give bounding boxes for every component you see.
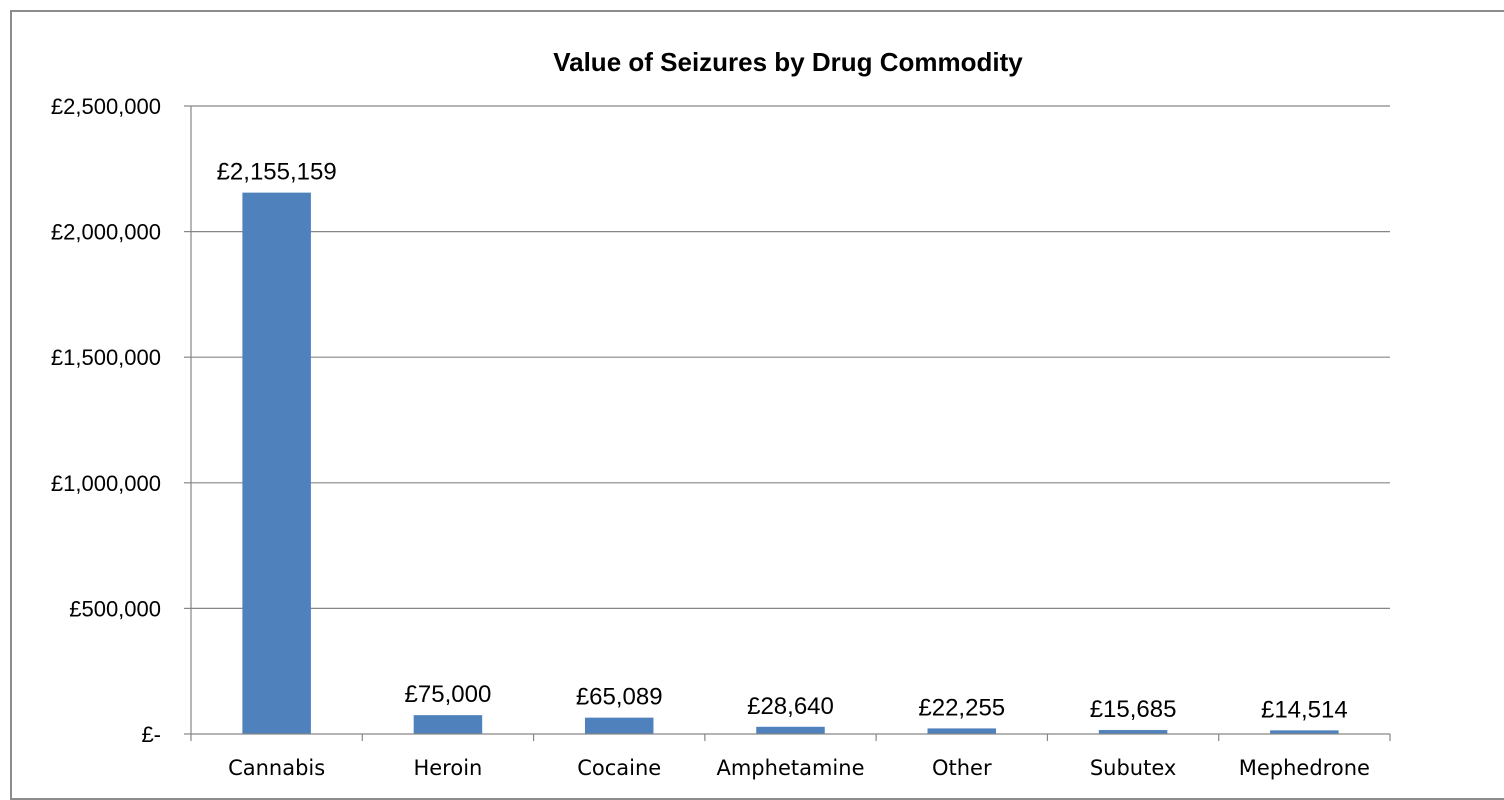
x-tick-label: Subutex (1090, 756, 1177, 780)
x-tick-label: Cannabis (228, 756, 325, 780)
bar-heroin (413, 715, 483, 734)
y-tick-label: £- (141, 722, 161, 747)
data-label: £14,514 (1261, 696, 1348, 723)
y-tick-label: £500,000 (69, 596, 161, 621)
bar-cocaine (584, 717, 654, 734)
x-tick-label: Heroin (413, 756, 482, 780)
x-tick-label: Cocaine (577, 756, 661, 780)
chart-title: Value of Seizures by Drug Commodity (553, 47, 1023, 77)
data-label: £15,685 (1090, 696, 1177, 723)
x-tick-label: Mephedrone (1239, 756, 1370, 780)
y-tick-label: £1,000,000 (51, 471, 161, 496)
bar-cannabis (242, 192, 311, 735)
data-label: £2,155,159 (217, 159, 337, 186)
data-label: £28,640 (747, 693, 834, 720)
bar-amphetamine (756, 726, 825, 734)
y-tick-label: £2,000,000 (51, 220, 161, 245)
x-tick-label: Amphetamine (716, 756, 864, 780)
y-tick-label: £1,500,000 (51, 345, 161, 370)
bar-mephedrone (1270, 730, 1339, 734)
bar-subutex (1098, 730, 1168, 734)
x-tick-label: Other (932, 756, 992, 780)
y-tick-label: £2,500,000 (51, 94, 161, 119)
bar-other (927, 728, 997, 734)
data-label: £75,000 (405, 681, 492, 708)
data-label: £65,089 (576, 684, 663, 711)
data-label: £22,255 (918, 694, 1005, 721)
